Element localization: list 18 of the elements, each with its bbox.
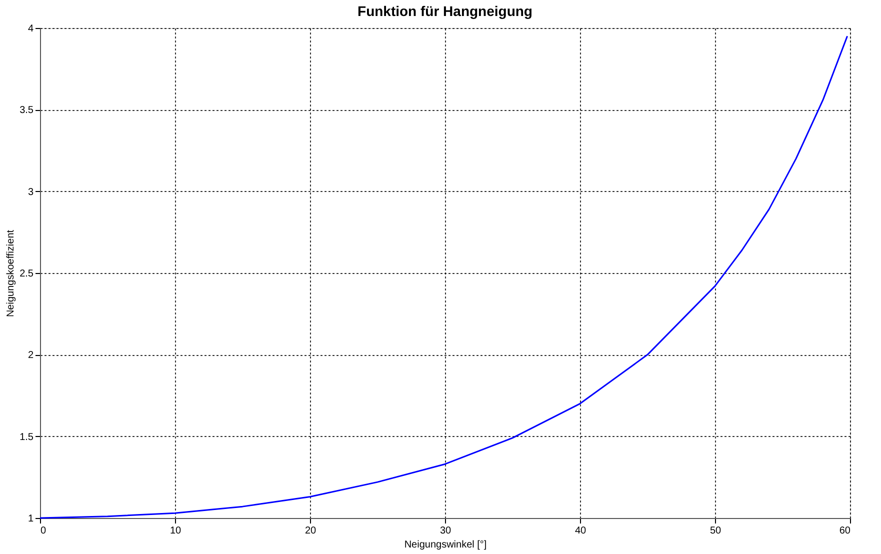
- y-tick-label: 1: [28, 514, 34, 524]
- y-axis-title: Neigungskoeffizient: [6, 230, 17, 318]
- x-axis-title: Neigungswinkel [°]: [404, 540, 487, 550]
- line-series: [39, 35, 848, 519]
- y-tick-label: 3: [28, 186, 34, 198]
- x-tick-label: 20: [304, 526, 316, 536]
- y-tick-label: 4: [28, 24, 34, 34]
- x-tick-label: 40: [574, 526, 586, 536]
- x-tick-label: 50: [710, 526, 722, 536]
- x-tick-label: 0: [40, 526, 46, 536]
- x-tick-label: 10: [170, 526, 182, 536]
- y-tick-label: 2.5: [20, 268, 34, 280]
- y-tick-label: 1.5: [20, 432, 34, 443]
- x-tick-label: 30: [440, 526, 452, 536]
- y-tick-label: 2: [28, 350, 34, 362]
- y-tick-label: 3.5: [20, 105, 34, 116]
- chart-title: Funktion für Hangneigung: [358, 3, 532, 19]
- x-tick-label: 60: [839, 526, 851, 536]
